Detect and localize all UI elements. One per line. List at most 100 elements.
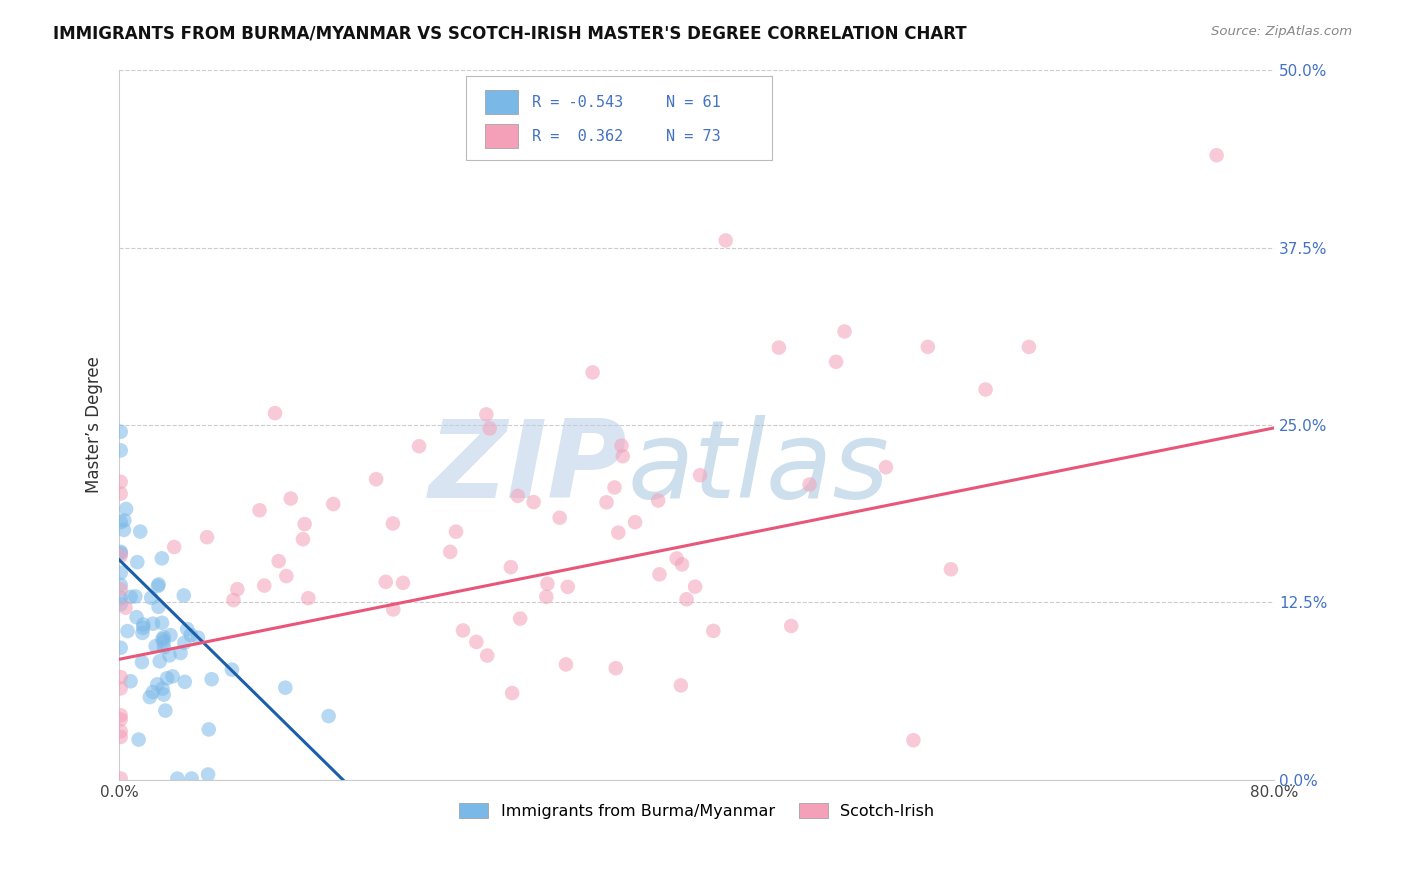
Point bbox=[110, 486, 132, 500]
Point bbox=[120, 590, 142, 604]
Point bbox=[595, 495, 617, 509]
Point bbox=[669, 678, 692, 692]
Point bbox=[110, 582, 132, 597]
Point bbox=[115, 502, 138, 516]
Bar bbox=[485, 90, 517, 114]
Point bbox=[129, 524, 152, 539]
Point bbox=[150, 632, 173, 647]
Point bbox=[557, 580, 579, 594]
Point bbox=[477, 648, 499, 663]
Point bbox=[974, 383, 997, 397]
Point bbox=[131, 655, 153, 669]
Point bbox=[110, 681, 132, 696]
Point bbox=[120, 674, 142, 689]
Point bbox=[110, 730, 132, 744]
Point bbox=[146, 579, 169, 593]
Point bbox=[499, 560, 522, 574]
Point bbox=[475, 408, 498, 422]
Point bbox=[117, 624, 139, 639]
Point bbox=[465, 635, 488, 649]
Point bbox=[624, 515, 647, 529]
Point bbox=[439, 545, 461, 559]
Point bbox=[156, 671, 179, 685]
Point bbox=[148, 599, 170, 614]
Legend: Immigrants from Burma/Myanmar, Scotch-Irish: Immigrants from Burma/Myanmar, Scotch-Ir… bbox=[453, 797, 941, 825]
Point bbox=[110, 545, 132, 559]
Point bbox=[195, 530, 218, 544]
Point bbox=[162, 669, 184, 683]
Point bbox=[226, 582, 249, 597]
Point bbox=[148, 577, 170, 591]
Point bbox=[322, 497, 344, 511]
Point bbox=[142, 616, 165, 631]
Point bbox=[110, 578, 132, 592]
Point bbox=[110, 425, 132, 439]
Point bbox=[132, 617, 155, 632]
Point bbox=[110, 515, 132, 529]
Point bbox=[294, 517, 316, 532]
Point bbox=[110, 670, 132, 684]
Point bbox=[276, 569, 298, 583]
Point bbox=[110, 772, 132, 786]
Point bbox=[825, 355, 848, 369]
Point bbox=[451, 624, 474, 638]
Point bbox=[112, 523, 135, 537]
Point bbox=[152, 630, 174, 644]
Point bbox=[548, 510, 571, 524]
Point bbox=[112, 513, 135, 527]
Point bbox=[153, 640, 176, 655]
Point bbox=[124, 590, 146, 604]
Point bbox=[114, 600, 136, 615]
Point bbox=[110, 597, 132, 611]
Point bbox=[264, 406, 287, 420]
Text: atlas: atlas bbox=[627, 415, 890, 520]
Point bbox=[131, 626, 153, 640]
Point bbox=[150, 551, 173, 566]
Point bbox=[110, 475, 132, 489]
Point bbox=[201, 672, 224, 686]
Point bbox=[603, 480, 626, 494]
Point bbox=[110, 724, 132, 739]
Point bbox=[173, 674, 195, 689]
Text: Source: ZipAtlas.com: Source: ZipAtlas.com bbox=[1212, 25, 1353, 38]
Point bbox=[768, 341, 790, 355]
Point bbox=[197, 767, 219, 781]
Text: N = 61: N = 61 bbox=[665, 95, 720, 110]
Point bbox=[408, 439, 430, 453]
Point bbox=[139, 690, 162, 705]
Point bbox=[173, 589, 195, 603]
Point bbox=[297, 591, 319, 606]
Point bbox=[128, 732, 150, 747]
Text: IMMIGRANTS FROM BURMA/MYANMAR VS SCOTCH-IRISH MASTER'S DEGREE CORRELATION CHART: IMMIGRANTS FROM BURMA/MYANMAR VS SCOTCH-… bbox=[53, 25, 967, 43]
Point bbox=[444, 524, 467, 539]
Text: R =  0.362: R = 0.362 bbox=[531, 128, 623, 144]
Point bbox=[176, 622, 198, 636]
Point bbox=[501, 686, 523, 700]
Y-axis label: Master’s Degree: Master’s Degree bbox=[86, 357, 103, 493]
Point bbox=[149, 654, 172, 668]
FancyBboxPatch shape bbox=[465, 77, 772, 161]
Point bbox=[689, 468, 711, 483]
Point bbox=[221, 663, 243, 677]
Point bbox=[714, 234, 737, 248]
Point bbox=[163, 540, 186, 554]
Point bbox=[581, 365, 603, 379]
Point bbox=[382, 602, 405, 616]
Point bbox=[142, 685, 165, 699]
Point bbox=[110, 708, 132, 723]
Point bbox=[875, 460, 897, 475]
Point bbox=[665, 551, 688, 566]
Point bbox=[509, 612, 531, 626]
Point bbox=[152, 634, 174, 648]
Point bbox=[141, 591, 163, 605]
Point bbox=[392, 575, 415, 590]
Point bbox=[159, 648, 181, 663]
Point bbox=[222, 593, 245, 607]
Point bbox=[607, 525, 630, 540]
Point bbox=[110, 566, 132, 580]
Point bbox=[150, 615, 173, 630]
Point bbox=[197, 723, 219, 737]
Point bbox=[381, 516, 404, 531]
Point bbox=[249, 503, 271, 517]
Point bbox=[146, 677, 169, 691]
